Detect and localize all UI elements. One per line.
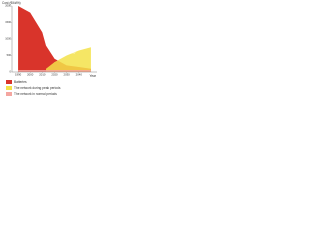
x-tick-label: 2020: [51, 73, 58, 77]
legend-label: Batteries: [14, 80, 27, 84]
annotation: 200 €/kWh in 2030: [52, 51, 76, 55]
x-tick-label: 1990: [15, 73, 22, 77]
y-tick-label: 1500: [5, 20, 11, 24]
legend-swatch: [6, 86, 12, 90]
area: [46, 47, 91, 72]
x-tick-label: 2000: [27, 73, 34, 77]
y-tick-label: 1000: [5, 37, 11, 41]
legend-swatch: [6, 80, 12, 84]
y-tick-label: 0: [10, 70, 12, 74]
y-tick-label: 2000: [5, 4, 11, 8]
x-axis-label: Year: [90, 74, 97, 78]
y-axis-label: Cost (€/kWh): [2, 1, 21, 5]
legend-label: The network in normal periods: [14, 92, 57, 96]
area: [18, 70, 91, 72]
legend-label: The network during peak periods: [14, 86, 61, 90]
area: [18, 6, 91, 72]
chart: Cost (€/kWh) Year 0 500 1000 1500 2000 1990 20…: [2, 1, 97, 96]
y-tick-label: 500: [7, 53, 12, 57]
x-tick-label: 2040: [76, 73, 83, 77]
x-tick-label: 2030: [64, 73, 71, 77]
annotation: 800 €/kWh in 2013: [52, 44, 76, 48]
x-tick-label: 2010: [39, 73, 46, 77]
legend-swatch: [6, 92, 12, 96]
